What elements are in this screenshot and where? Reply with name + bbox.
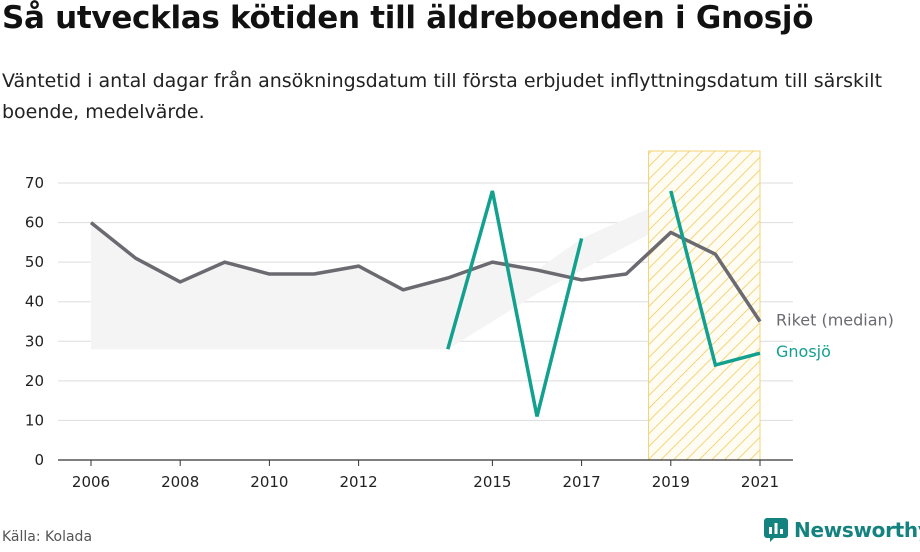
newsworthy-logo-icon: [764, 518, 788, 542]
y-tick-label-0: 0: [34, 451, 44, 469]
axes: 0 10 20 30 40 50 60 70 2006 2008 2010 2012 2015 2017 2…: [25, 174, 793, 491]
riket-series-label: Riket (median): [776, 311, 894, 330]
y-tick-label-20: 20: [25, 372, 44, 390]
y-tick-label-70: 70: [25, 174, 44, 192]
x-tick-label-2019: 2019: [652, 473, 690, 491]
x-tick-label-2017: 2017: [563, 473, 601, 491]
gnosjo-line-segment-2: [669, 190, 761, 368]
x-tick-label-2012: 2012: [340, 473, 378, 491]
series-lines: [89, 190, 762, 417]
x-tick-label-2015: 2015: [473, 473, 511, 491]
x-tick-label-2008: 2008: [161, 473, 199, 491]
y-tick-label-10: 10: [25, 411, 44, 429]
y-tick-label-50: 50: [25, 253, 44, 271]
gnosjo-series-label: Gnosjö: [776, 342, 831, 361]
y-tick-label-40: 40: [25, 293, 44, 311]
series-labels: Riket (median) Gnosjö: [776, 311, 894, 362]
gnosjo-line-segment-1: [446, 190, 584, 417]
highlight-region: [648, 150, 761, 461]
brand-logo: Newsworthy: [764, 518, 920, 542]
source-note: Källa: Kolada: [2, 529, 93, 545]
riket-median-line: [89, 221, 762, 323]
chart-title: Så utvecklas kötiden till äldreboenden i…: [2, 0, 814, 36]
brand-name: Newsworthy: [794, 518, 920, 542]
chart-subtitle: Väntetid i antal dagar från ansökningsda…: [2, 70, 883, 123]
band-area: [91, 198, 760, 350]
x-tick-label-2021: 2021: [741, 473, 779, 491]
y-tick-label-30: 30: [25, 332, 44, 350]
highlight-hatched-area: [648, 150, 761, 461]
x-tick-label-2006: 2006: [72, 473, 110, 491]
y-tick-label-60: 60: [25, 214, 44, 232]
riket-range-band: [91, 198, 760, 350]
x-tick-label-2010: 2010: [250, 473, 288, 491]
